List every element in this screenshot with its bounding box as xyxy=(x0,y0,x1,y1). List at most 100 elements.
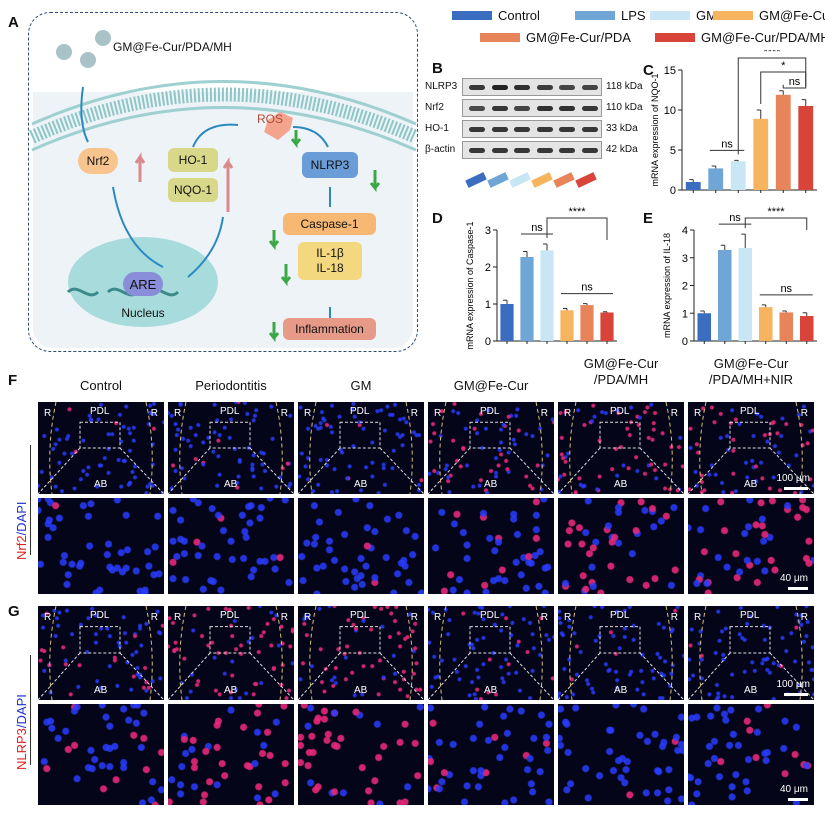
significance-label: * xyxy=(781,60,786,72)
ho1-node: HO-1 xyxy=(168,148,218,172)
root-label: R xyxy=(280,408,288,419)
stain-separator: / xyxy=(14,531,29,536)
ab-label: AB xyxy=(94,685,108,696)
blot-group-swatch xyxy=(465,172,487,188)
zoom-region-box xyxy=(209,421,251,449)
root-boundary xyxy=(569,402,673,494)
root-boundary xyxy=(699,402,803,494)
ab-label: AB xyxy=(224,479,238,490)
root-label: R xyxy=(174,408,182,419)
legend-swatch xyxy=(655,33,695,42)
blot-band xyxy=(581,106,598,111)
scale-bar-label: 40 μm xyxy=(780,784,808,795)
y-axis-label: mRNA expression of Caspase-1 xyxy=(465,221,475,349)
root-label: R xyxy=(670,408,678,419)
zoom-image xyxy=(168,498,294,594)
pdl-label: PDL xyxy=(350,610,370,621)
pdl-label: PDL xyxy=(220,406,240,417)
stain-separator: / xyxy=(14,724,29,729)
caspase1-node: Caspase-1 xyxy=(283,213,376,235)
root-label: R xyxy=(150,612,158,623)
stain-label: Nrf2/DAPI xyxy=(14,501,29,560)
ab-label: AB xyxy=(744,479,758,490)
blot-band xyxy=(581,127,598,132)
error-bar xyxy=(734,159,739,162)
y-tick-label: 5 xyxy=(670,145,676,157)
blot-kda-label: 33 kDa xyxy=(606,123,638,134)
region-outlines xyxy=(38,606,164,700)
y-axis-label: mRNA expression of NQO-1 xyxy=(650,73,660,186)
root-boundary xyxy=(179,402,283,494)
error-bar xyxy=(689,179,694,182)
bar xyxy=(500,304,514,341)
bar xyxy=(779,312,794,341)
significance-label: ns xyxy=(789,76,801,88)
blot-band xyxy=(581,148,598,153)
bar xyxy=(560,310,574,341)
nanoparticle-icon xyxy=(56,44,72,60)
legend-swatch xyxy=(713,11,753,20)
bar xyxy=(775,94,791,190)
zoom-guide xyxy=(688,652,814,700)
overview-image: R R PDL AB xyxy=(38,402,164,494)
error-bar xyxy=(761,304,767,308)
root-label: R xyxy=(304,612,312,623)
overview-image: R R PDL AB xyxy=(168,606,294,700)
down-arrow-icon xyxy=(268,130,381,343)
zoom-guide xyxy=(168,447,294,494)
panel-label-g: G xyxy=(8,603,20,620)
blot-band xyxy=(469,148,485,153)
bar xyxy=(697,313,712,341)
error-bar xyxy=(782,310,787,313)
pdl-label: PDL xyxy=(480,406,500,417)
root-label: R xyxy=(670,612,678,623)
blot-protein-label: β-actin xyxy=(425,144,456,155)
flow-arrow xyxy=(192,123,239,148)
blot-band xyxy=(514,106,530,111)
are-node: ARE xyxy=(123,272,163,296)
y-tick-label: 10 xyxy=(664,105,676,117)
blot-group-swatch xyxy=(531,172,553,188)
error-bar xyxy=(503,299,508,304)
region-outlines xyxy=(688,606,814,700)
legend-label: GM@Fe-Cur/PDA/MH xyxy=(701,30,825,45)
blot-group-swatch xyxy=(575,172,597,188)
scale-bar-label: 100 μm xyxy=(776,679,810,690)
ros-burst-icon xyxy=(264,112,293,140)
legend-item: GM@Fe-Cur xyxy=(713,8,825,23)
zoom-region-box xyxy=(79,626,121,654)
region-outlines xyxy=(688,402,814,494)
blot-band xyxy=(491,106,508,111)
y-tick-label: 0 xyxy=(670,185,676,197)
blot-band xyxy=(469,127,485,132)
scale-bar-label: 100 μm xyxy=(776,473,810,484)
legend-item: Control xyxy=(452,8,540,23)
chart-caspase1: 0 1 2 3 mRNA expression of Caspase-1 ns **** ns xyxy=(465,206,617,350)
y-tick-label: 0 xyxy=(485,336,491,348)
significance-bracket xyxy=(782,84,807,89)
bar xyxy=(540,250,554,341)
blot-protein-label: HO-1 xyxy=(425,123,449,134)
zoom-image xyxy=(428,704,554,805)
bar xyxy=(799,316,814,341)
significance-bracket xyxy=(546,217,608,241)
nucleus-label: Nucleus xyxy=(121,305,165,320)
diagram-graphics xyxy=(29,30,419,343)
overview-image: R R PDL AB xyxy=(38,606,164,700)
significance-label: ns xyxy=(780,283,792,295)
bar xyxy=(685,182,701,190)
y-tick-label: 15 xyxy=(664,65,676,77)
group-title: Control xyxy=(80,378,122,393)
root-label: R xyxy=(434,612,442,623)
bar xyxy=(798,106,814,190)
legend-label: LPS xyxy=(621,8,646,23)
ab-label: AB xyxy=(614,685,628,696)
bar xyxy=(738,248,753,341)
blot-band xyxy=(491,148,508,153)
zoom-region-box xyxy=(339,421,381,449)
significance-label: **** xyxy=(767,206,785,218)
y-tick-label: 3 xyxy=(485,225,491,237)
blot-row xyxy=(462,99,602,117)
ab-label: AB xyxy=(484,479,498,490)
